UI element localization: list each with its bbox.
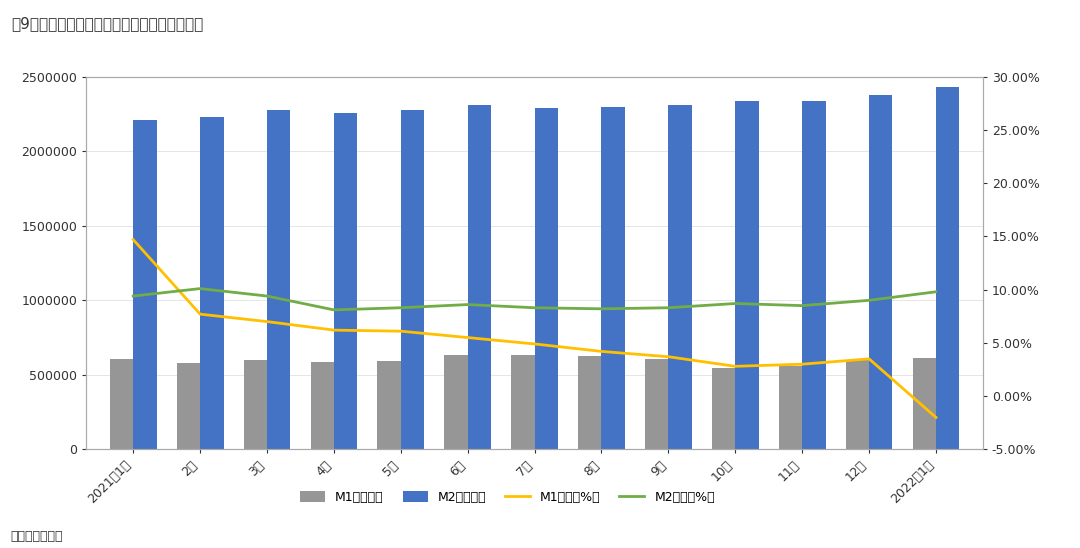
M2增速（%） (260, 293, 273, 299)
M2增速（%） (461, 301, 474, 308)
Bar (267, 110, 291, 449)
M2增速（%） (930, 288, 943, 295)
Bar (936, 87, 959, 449)
M2增速（%） (193, 286, 206, 292)
M2增速（%） (327, 306, 340, 313)
Bar (377, 361, 401, 449)
Bar (913, 358, 936, 449)
M1增速（%） (930, 414, 943, 421)
Bar (177, 363, 200, 449)
Bar (602, 106, 625, 449)
M1增速（%） (260, 318, 273, 325)
Bar (133, 120, 157, 449)
Bar (468, 105, 491, 449)
M2增速（%） (662, 305, 675, 311)
M1增速（%） (327, 327, 340, 333)
Bar (735, 101, 759, 449)
Bar (712, 368, 735, 449)
M2增速（%） (528, 305, 541, 311)
Bar (779, 366, 802, 449)
M1增速（%） (528, 341, 541, 347)
Bar (802, 101, 825, 449)
Bar (669, 105, 692, 449)
Bar (311, 362, 334, 449)
M2增速（%） (595, 306, 608, 312)
Bar (846, 361, 869, 449)
Text: 资料来源：央行: 资料来源：央行 (11, 529, 64, 543)
Legend: M1（亿元）, M2（亿元）, M1增速（%）, M2增速（%）: M1（亿元）, M2（亿元）, M1增速（%）, M2增速（%） (295, 486, 720, 509)
Bar (244, 360, 267, 449)
M2增速（%） (796, 302, 809, 309)
M2增速（%） (863, 297, 876, 304)
Bar (645, 359, 669, 449)
Bar (200, 117, 224, 449)
M1增速（%） (595, 348, 608, 355)
Bar (511, 355, 535, 449)
M1增速（%） (394, 328, 407, 334)
Bar (110, 358, 133, 449)
Bar (444, 355, 468, 449)
M1增速（%） (729, 363, 742, 369)
Bar (869, 95, 892, 449)
Bar (334, 113, 357, 449)
Line: M2增速（%）: M2增速（%） (133, 289, 936, 310)
M1增速（%） (863, 356, 876, 362)
M1增速（%） (662, 353, 675, 360)
Bar (578, 356, 602, 449)
M2增速（%） (126, 293, 139, 299)
M2增速（%） (729, 300, 742, 307)
Bar (535, 108, 558, 449)
M2增速（%） (394, 305, 407, 311)
M1增速（%） (461, 334, 474, 341)
Bar (401, 110, 424, 449)
M1增速（%） (126, 236, 139, 243)
Text: 图9：宽货币下的货币供应量持续保持投放力度: 图9：宽货币下的货币供应量持续保持投放力度 (11, 16, 203, 31)
M1增速（%） (193, 311, 206, 317)
Line: M1增速（%）: M1增速（%） (133, 239, 936, 418)
M1增速（%） (796, 361, 809, 368)
